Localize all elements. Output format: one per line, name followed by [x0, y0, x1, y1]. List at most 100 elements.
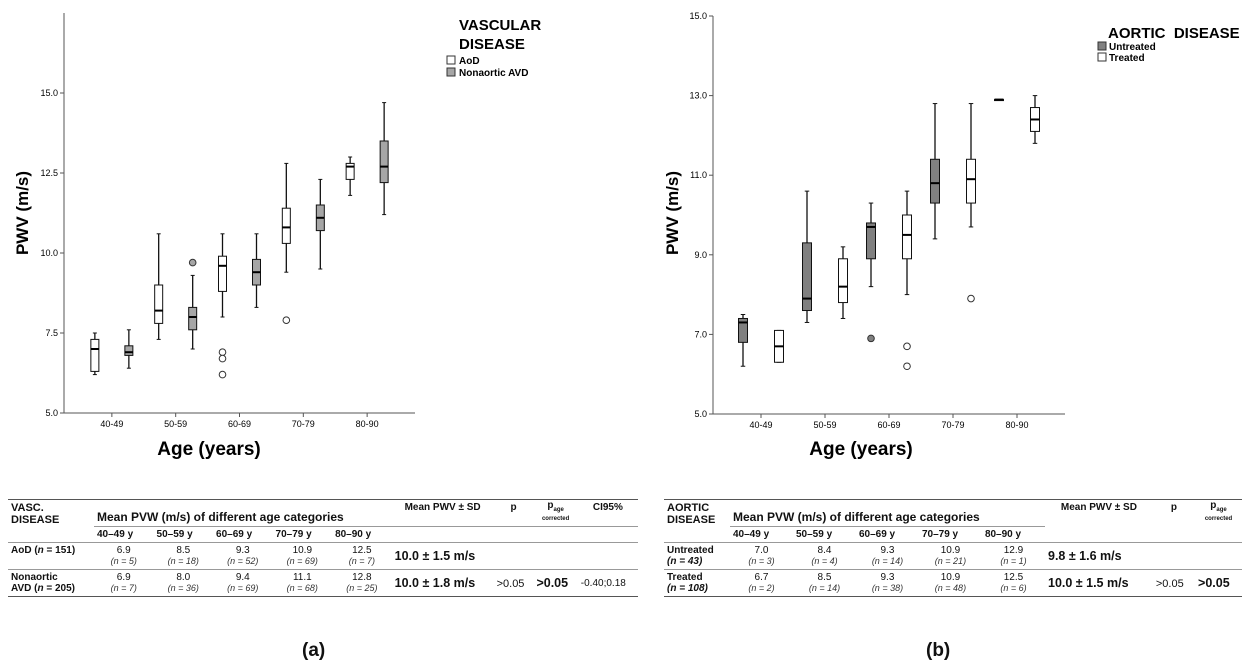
x-tick-label: 50-59: [164, 419, 187, 429]
table-b-age-header: 40–49 y: [730, 526, 793, 543]
table-a: VASC. DISEASE Mean PVW (m/s) of different…: [8, 499, 638, 597]
x-tick-label: 70-79: [292, 419, 315, 429]
table-a-row-label: AoD (n = 151): [11, 545, 76, 556]
chart-a-legend-title-line1: VASCULAR: [459, 17, 541, 34]
table-a-age-header-row: 40–49 y 50–59 y 60–69 y 70–79 y 80–90 y: [8, 526, 638, 543]
y-tick-label: 5.0: [45, 408, 58, 418]
table-a-p: >0.05: [496, 578, 525, 590]
chart-b-axes: 5.0 7.0 9.0 11.0 13.0 15.0 40-49 50-59 60-69 70-7…: [689, 11, 1065, 430]
table-a-cell: 10.9 (n = 69): [286, 545, 318, 566]
box: [379, 140, 389, 184]
table-a-group-header: VASC. DISEASE: [11, 502, 60, 526]
table-a-header-row: VASC. DISEASE Mean PVW (m/s) of different…: [8, 499, 638, 527]
table-b-p: [1153, 543, 1195, 570]
table-b-span-header: Mean PVW (m/s) of different age categori…: [733, 510, 980, 524]
outlier-point: [867, 334, 875, 343]
table-b-cell: 7.0 (n = 3): [748, 545, 775, 566]
y-tick-label: 7.0: [694, 329, 707, 339]
panel-label-b: (b): [926, 640, 951, 661]
table-b-cell: 6.7 (n = 2): [748, 572, 775, 593]
chart-a-axes: 5.0 7.5 10.0 12.5 15.0 40-49 50-59 60-69 70-79 80…: [40, 13, 415, 429]
box: [738, 317, 748, 343]
table-b-age-header: 60–69 y: [855, 526, 919, 543]
chart-a-boxes: [90, 102, 389, 379]
chart-a-legend: VASCULAR DISEASE AoD Nonaortic AVD: [446, 17, 541, 79]
chart-b-boxes: [738, 95, 1040, 371]
table-b-row-untreated: Untreated (n = 43) 7.0 (n = 3) 8.4 (n = 4) …: [664, 542, 1242, 570]
chart-a-xlabel: Age (years): [157, 439, 261, 460]
chart-a-legend-swatch-nonaortic: [446, 67, 456, 77]
x-tick-label: 50-59: [813, 420, 836, 430]
box: [838, 258, 848, 304]
box: [930, 158, 940, 204]
box: [966, 158, 976, 204]
outlier-point: [967, 294, 975, 303]
box: [802, 242, 812, 312]
outlier-point: [903, 362, 911, 371]
outlier-point: [903, 342, 911, 351]
table-a-ci: -0.40;0.18: [580, 578, 626, 589]
chart-b-legend-swatch-treated: [1097, 52, 1107, 62]
table-b-page-header: page corrected: [1204, 500, 1233, 523]
outlier-point: [188, 258, 197, 267]
chart-b-xlabel: Age (years): [809, 439, 913, 460]
chart-b-legend-item-untreated: Untreated: [1109, 42, 1156, 53]
box: [218, 255, 227, 292]
table-b-mean: 9.8 ± 1.6 m/s: [1048, 549, 1122, 563]
table-b-cell: 10.9 (n = 21): [934, 545, 967, 566]
table-b-page: [1195, 543, 1242, 570]
table-a-cell: 11.1 (n = 68): [286, 572, 318, 593]
table-b-age-header-row: 40–49 y 50–59 y 60–69 y 70–79 y 80–90 y: [664, 526, 1242, 543]
table-a-span-header: Mean PVW (m/s) of different age categori…: [97, 510, 344, 524]
box: [90, 338, 100, 372]
y-tick-label: 11.0: [690, 170, 707, 180]
y-tick-label: 7.5: [45, 328, 58, 338]
table-b-age-header: 80–90 y: [981, 526, 1045, 543]
table-b-row-label: Treated (n = 108): [667, 572, 708, 594]
outlier-point: [282, 316, 291, 325]
table-a-row-label: Nonaortic AVD (n = 205): [11, 572, 76, 594]
table-a-row-nonaortic: Nonaortic AVD (n = 205) 6.9 (n = 7) 8.0 (n …: [8, 569, 638, 597]
table-a-cell: 8.5 (n = 18): [167, 545, 199, 566]
box: [124, 345, 134, 356]
x-tick-label: 40-49: [749, 420, 772, 430]
table-b-row-treated: Treated (n = 108) 6.7 (n = 2) 8.5 (n = 14) …: [664, 569, 1242, 597]
y-tick-label: 9.0: [694, 250, 707, 260]
table-a-p: [494, 543, 534, 570]
y-tick-label: 15.0: [40, 88, 58, 98]
chart-a-legend-item-aod: AoD: [459, 56, 480, 67]
table-b-mean-header: Mean PWV ± SD: [1060, 502, 1137, 513]
table-a-page: [533, 543, 577, 570]
table-a-mean: 10.0 ± 1.8 m/s: [394, 576, 476, 590]
table-a-cell: 9.4 (n = 69): [227, 572, 259, 593]
boxplot-chart-b: 5.0 7.0 9.0 11.0 13.0 15.0 40-49 50-59 60-69 70-7…: [663, 11, 1240, 460]
table-a-ci-header: CI95%: [592, 502, 623, 513]
table-a-cell: 12.5 (n = 7): [348, 545, 375, 566]
box: [281, 207, 291, 244]
table-b-cell: 9.3 (n = 14): [871, 545, 904, 566]
table-b-age-header: 70–79 y: [918, 526, 982, 543]
chart-b-legend-item-treated: Treated: [1109, 53, 1145, 64]
x-tick-label: 40-49: [100, 419, 123, 429]
table-b-cell: 12.5 (n = 6): [1000, 572, 1027, 593]
box: [154, 284, 164, 324]
chart-a-ylabel: PWV (m/s): [13, 171, 32, 255]
table-b-row-label: Untreated (n = 43): [667, 545, 714, 567]
table-b-cell: 8.5 (n = 14): [808, 572, 841, 593]
box: [866, 222, 876, 260]
y-tick-label: 10.0: [40, 248, 58, 258]
outlier-point: [218, 354, 227, 363]
y-tick-label: 13.0: [689, 91, 707, 101]
table-b-cell: 12.9 (n = 1): [1000, 545, 1027, 566]
y-tick-label: 5.0: [694, 409, 707, 419]
chart-a-legend-title-line2: DISEASE: [459, 36, 525, 53]
table-b-header-row: AORTIC DISEASE Mean PVW (m/s) of differen…: [664, 499, 1242, 527]
x-tick-label: 80-90: [1005, 420, 1028, 430]
table-b-p-header: p: [1170, 502, 1177, 513]
table-a-cell: 8.0 (n = 36): [167, 572, 199, 593]
table-a-p-header: p: [510, 502, 517, 513]
chart-b-legend: AORTIC DISEASE Untreated Treated: [1097, 25, 1240, 64]
table-b-page: >0.05: [1198, 576, 1230, 590]
table-a-cell: 6.9 (n = 7): [110, 572, 137, 593]
y-tick-label: 15.0: [689, 11, 707, 21]
